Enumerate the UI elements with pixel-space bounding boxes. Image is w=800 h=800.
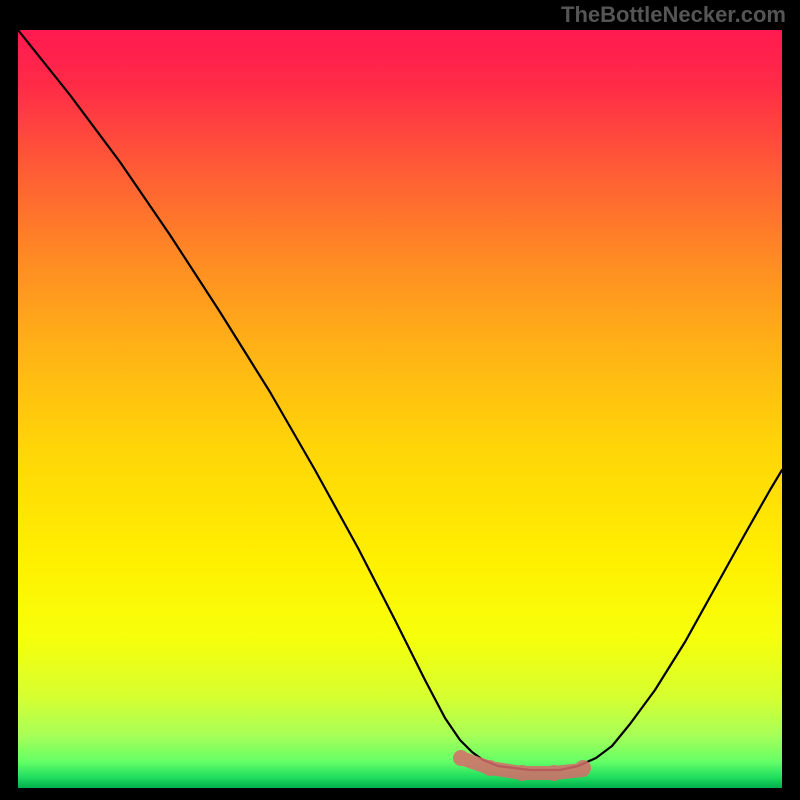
gradient-background [18, 30, 782, 788]
plot-svg [18, 30, 782, 788]
plot-area [18, 30, 782, 788]
watermark-text: TheBottleNecker.com [561, 2, 786, 28]
stage: TheBottleNecker.com [0, 0, 800, 800]
